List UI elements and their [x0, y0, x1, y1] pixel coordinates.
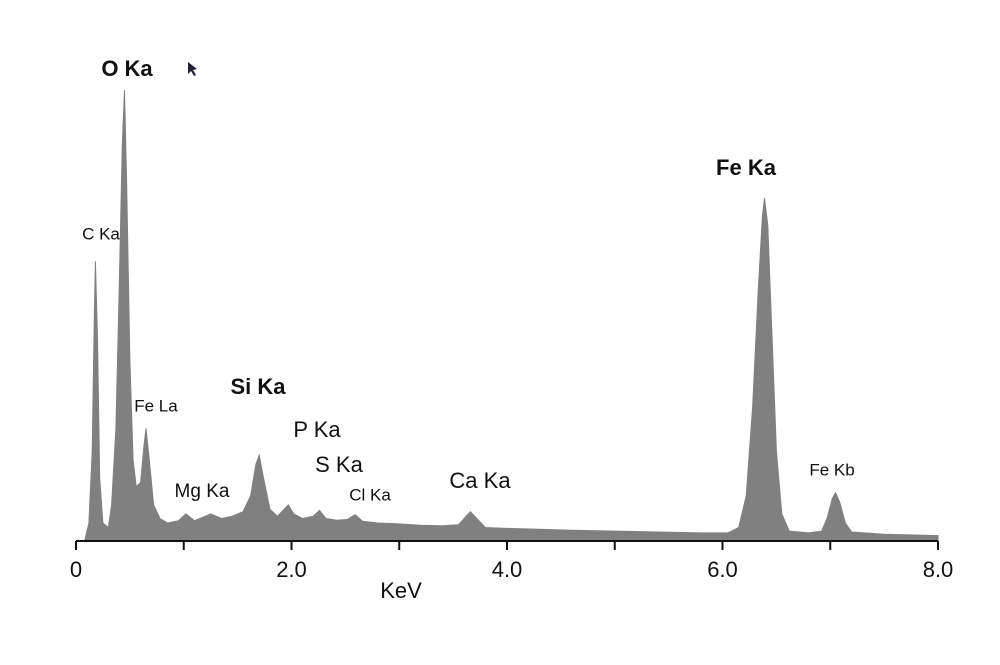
x-tick-label: 4.0 [492, 557, 523, 582]
x-tick-label: 6.0 [707, 557, 738, 582]
peak-label: C Ka [82, 224, 120, 243]
peak-label: Fe Kb [809, 460, 854, 479]
peak-label: Ca Ka [449, 468, 511, 493]
peak-label: Mg Ka [175, 481, 230, 502]
peak-label: O Ka [101, 56, 153, 81]
peak-label: P Ka [293, 417, 341, 442]
spectrum [83, 89, 939, 542]
peak-label: S Ka [315, 452, 363, 477]
peak-label: Cl Ka [349, 485, 391, 504]
x-axis-label: KeV [380, 578, 422, 603]
x-tick-label: 0 [70, 557, 82, 582]
x-tick-label: 8.0 [923, 557, 954, 582]
x-tick-label: 2.0 [276, 557, 307, 582]
peak-label: Fe Ka [716, 155, 777, 180]
peak-label: Fe La [134, 396, 178, 415]
cursor [188, 62, 197, 76]
peak-label: Si Ka [230, 374, 286, 399]
